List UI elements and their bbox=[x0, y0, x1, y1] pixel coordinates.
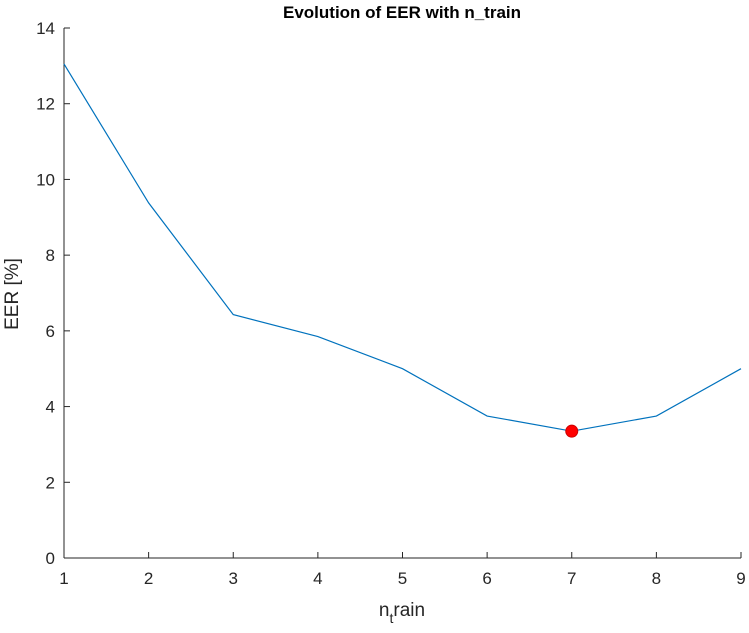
x-tick-label: 4 bbox=[313, 569, 322, 588]
x-tick-label: 3 bbox=[229, 569, 238, 588]
x-axis-label-rest: rain bbox=[393, 600, 425, 621]
data-point bbox=[739, 367, 743, 371]
y-tick-label: 10 bbox=[36, 170, 55, 189]
y-tick-label: 14 bbox=[36, 19, 55, 38]
data-point bbox=[147, 201, 151, 205]
y-tick-label: 4 bbox=[46, 398, 55, 417]
data-point bbox=[62, 62, 66, 66]
y-tick-label: 6 bbox=[46, 322, 55, 341]
minimum-marker bbox=[565, 424, 579, 438]
y-axis-label: EER [%] bbox=[2, 258, 23, 330]
x-tick-label: 8 bbox=[652, 569, 661, 588]
data-point bbox=[316, 335, 320, 339]
data-point bbox=[654, 414, 658, 418]
x-tick-label: 6 bbox=[482, 569, 491, 588]
y-tick-label: 12 bbox=[36, 95, 55, 114]
x-tick-label: 7 bbox=[567, 569, 576, 588]
series-line bbox=[63, 63, 742, 432]
x-tick-label: 2 bbox=[144, 569, 153, 588]
data-point bbox=[401, 367, 405, 371]
y-tick-label: 2 bbox=[46, 473, 55, 492]
y-tick-label: 0 bbox=[46, 549, 55, 568]
chart-title: Evolution of EER with n_train bbox=[283, 3, 521, 22]
y-tick-label: 8 bbox=[46, 246, 55, 265]
x-axis-label-main: n bbox=[379, 600, 390, 621]
data-point bbox=[231, 313, 235, 317]
x-axis-label-subscript: t bbox=[390, 610, 394, 626]
x-tick-label: 1 bbox=[59, 569, 68, 588]
x-tick-label: 9 bbox=[736, 569, 745, 588]
x-tick-label: 5 bbox=[398, 569, 407, 588]
data-point bbox=[485, 414, 489, 418]
x-axis-label: ntrain bbox=[379, 600, 425, 626]
